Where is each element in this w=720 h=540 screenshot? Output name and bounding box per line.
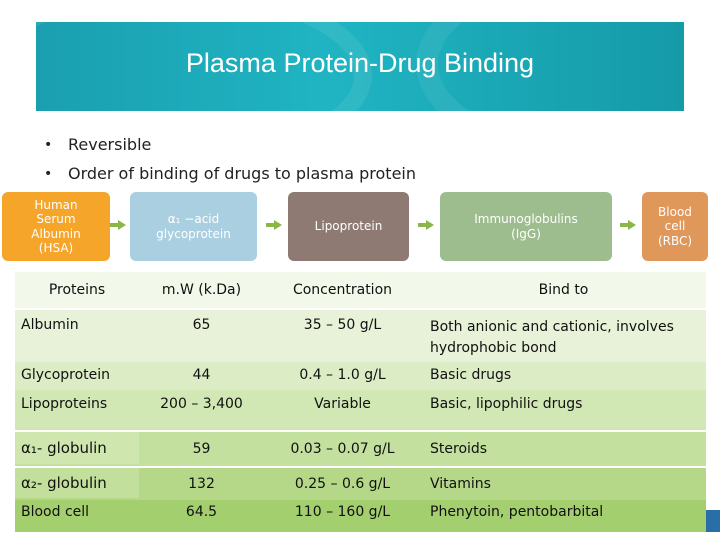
bullet-list: • Reversible • Order of binding of drugs… — [44, 130, 416, 188]
table-row: Blood cell 64.5 110 – 160 g/L Phenytoin,… — [15, 500, 706, 532]
table-cell: Basic drugs — [430, 367, 512, 383]
bullet-item: • Order of binding of drugs to plasma pr… — [44, 159, 416, 188]
bullet-text: Reversible — [68, 135, 152, 154]
flow-box-lipoprotein: Lipoprotein — [288, 192, 409, 261]
table-row: Albumin 65 35 – 50 g/L Both anionic and … — [15, 310, 706, 362]
table-cell: Albumin — [21, 317, 79, 333]
table-row: Lipoproteins 200 – 3,400 Variable Basic,… — [15, 390, 706, 430]
bullet-dot-icon: • — [44, 165, 53, 182]
table-cell: Lipoproteins — [21, 396, 108, 412]
table-header-row: Proteins m.W (k.Da) Concentration Bind t… — [15, 272, 706, 308]
table-cell: Steroids — [430, 441, 488, 457]
table-cell: 0.25 – 0.6 g/L — [294, 476, 391, 492]
arrow-right-icon — [418, 220, 434, 230]
table-cell: 64.5 — [185, 504, 218, 520]
bullet-text: Order of binding of drugs to plasma prot… — [68, 164, 416, 183]
cell-image-background — [15, 468, 139, 498]
header-cell: Bind to — [538, 282, 589, 298]
bullet-item: • Reversible — [44, 130, 416, 159]
flow-box-glycoprotein: α₁ −acid glycoprotein — [130, 192, 257, 261]
flow-box-label: Immunoglobulins (IgG) — [474, 212, 578, 241]
flow-box-label: α₁ −acid glycoprotein — [156, 212, 231, 241]
table-cell: 0.4 – 1.0 g/L — [299, 367, 386, 383]
table-row: Glycoprotein 44 0.4 – 1.0 g/L Basic drug… — [15, 362, 706, 390]
table-cell-image: α₁- globulin — [15, 432, 139, 466]
table-cell: Basic, lipophilic drugs — [430, 396, 583, 412]
table-cell: Vitamins — [430, 476, 491, 492]
table-cell: Blood cell — [21, 504, 90, 520]
slide-footer-accent — [706, 510, 720, 532]
table-cell: 0.03 – 0.07 g/L — [290, 441, 395, 457]
binding-order-flow: Human Serum Albumin (HSA) α₁ −acid glyco… — [0, 191, 720, 263]
table-cell: Variable — [314, 396, 371, 412]
protein-binding-table: Proteins m.W (k.Da) Concentration Bind t… — [15, 272, 706, 532]
flow-box-immunoglobulins: Immunoglobulins (IgG) — [440, 192, 612, 261]
table-cell: 65 — [192, 317, 211, 333]
flow-box-hsa: Human Serum Albumin (HSA) — [2, 192, 110, 261]
table-cell: Both anionic and cationic, involves hydr… — [430, 319, 674, 356]
flow-box-blood-cell: Blood cell (RBC) — [642, 192, 708, 261]
slide-title: Plasma Protein-Drug Binding — [185, 48, 535, 78]
table-cell: α₂- globulin — [21, 474, 107, 492]
table-cell: 110 – 160 g/L — [294, 504, 391, 520]
header-cell: m.W (k.Da) — [161, 282, 242, 298]
table-cell-image: α₂- globulin — [15, 468, 139, 500]
arrow-right-icon — [620, 220, 636, 230]
table-cell: α₁- globulin — [21, 439, 107, 457]
table-cell: Phenytoin, pentobarbital — [430, 504, 604, 520]
arrow-right-icon — [110, 220, 126, 230]
cell-image-background — [15, 432, 139, 464]
header-cell: Concentration — [292, 282, 393, 298]
table-cell: 44 — [192, 367, 211, 383]
table-cell: 59 — [192, 441, 211, 457]
title-banner: Plasma Protein-Drug Binding — [36, 22, 684, 111]
flow-box-label: Human Serum Albumin (HSA) — [31, 197, 81, 255]
arrow-right-icon — [266, 220, 282, 230]
table-cell: Glycoprotein — [21, 367, 111, 383]
table-cell: 35 – 50 g/L — [303, 317, 382, 333]
flow-box-label: Blood cell (RBC) — [657, 204, 693, 248]
table-cell: 132 — [188, 476, 215, 492]
table-row: α₁- globulin 59 0.03 – 0.07 g/L Steroids — [15, 432, 706, 466]
table-row: α₂- globulin 132 0.25 – 0.6 g/L Vitamins — [15, 468, 706, 500]
flow-box-label: Lipoprotein — [314, 219, 383, 234]
table-cell: 200 – 3,400 — [160, 396, 243, 412]
banner-decoration — [416, 22, 684, 111]
bullet-dot-icon: • — [44, 136, 53, 153]
header-cell: Proteins — [48, 282, 106, 298]
